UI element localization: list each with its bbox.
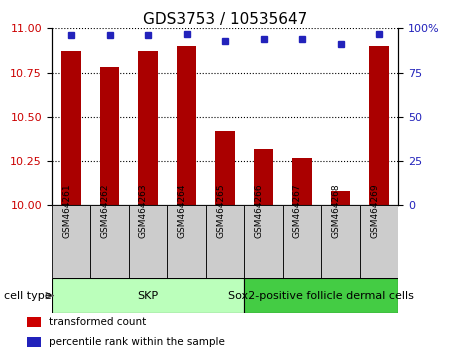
- Bar: [27, 337, 40, 347]
- Text: GDS3753 / 10535647: GDS3753 / 10535647: [143, 12, 307, 27]
- Bar: [177, 46, 196, 205]
- Text: GSM464266: GSM464266: [255, 184, 264, 239]
- Bar: [129, 205, 167, 278]
- Text: GSM464269: GSM464269: [370, 184, 379, 239]
- Text: GSM464263: GSM464263: [139, 184, 148, 239]
- Bar: [292, 158, 311, 205]
- Text: Sox2-positive follicle dermal cells: Sox2-positive follicle dermal cells: [228, 291, 414, 301]
- Text: GSM464261: GSM464261: [62, 184, 71, 239]
- Bar: [90, 205, 129, 278]
- Text: percentile rank within the sample: percentile rank within the sample: [49, 337, 225, 347]
- Text: GSM464268: GSM464268: [332, 184, 341, 239]
- Bar: [244, 205, 283, 278]
- Bar: [244, 278, 398, 313]
- Text: SKP: SKP: [137, 291, 158, 301]
- Bar: [100, 67, 119, 205]
- Text: GSM464262: GSM464262: [100, 184, 109, 238]
- Bar: [321, 205, 360, 278]
- Bar: [360, 205, 398, 278]
- Bar: [216, 131, 234, 205]
- Bar: [206, 205, 244, 278]
- Bar: [61, 51, 81, 205]
- Text: transformed count: transformed count: [49, 317, 146, 327]
- Bar: [167, 205, 206, 278]
- Bar: [369, 46, 389, 205]
- Bar: [139, 51, 158, 205]
- Bar: [254, 149, 273, 205]
- Bar: [283, 205, 321, 278]
- Bar: [52, 205, 90, 278]
- Bar: [52, 278, 244, 313]
- Bar: [27, 317, 40, 327]
- Text: GSM464264: GSM464264: [177, 184, 186, 238]
- Text: GSM464265: GSM464265: [216, 184, 225, 239]
- Text: cell type: cell type: [4, 291, 52, 301]
- Bar: [331, 191, 350, 205]
- Text: GSM464267: GSM464267: [293, 184, 302, 239]
